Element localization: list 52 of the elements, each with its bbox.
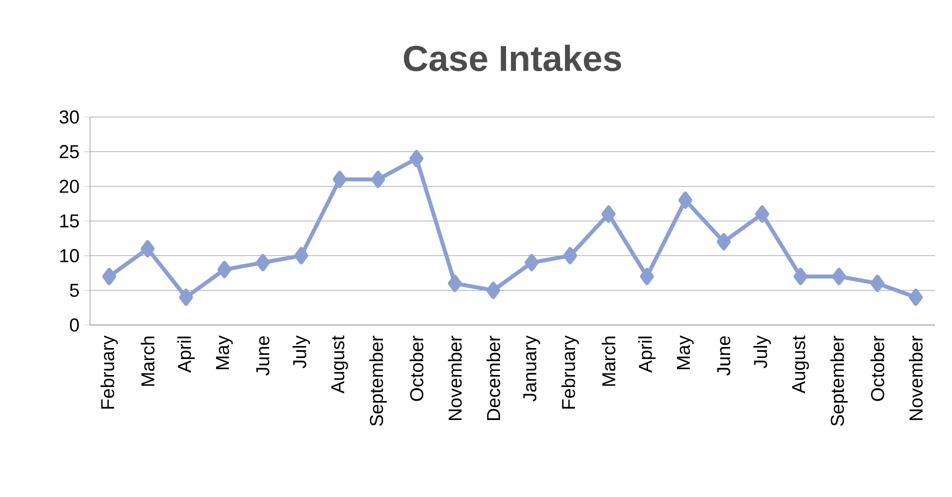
point (102, 268, 116, 286)
x-tick-label: August (331, 336, 348, 394)
point (832, 268, 846, 286)
point (448, 274, 462, 292)
x-tick-label: February (561, 335, 579, 409)
point (332, 170, 347, 188)
x-tick-label: September (369, 336, 387, 426)
x-tick-label: July (753, 335, 771, 368)
point (256, 254, 270, 272)
x-tick-label: November (448, 336, 462, 420)
point (678, 192, 692, 209)
y-tick-label: 25 (60, 145, 79, 158)
x-tick-label: March (140, 336, 154, 386)
point (179, 288, 194, 306)
point (524, 254, 539, 272)
y-tick-label: 15 (60, 214, 79, 228)
x-tick-label: April (177, 336, 195, 373)
point (486, 282, 500, 299)
point (371, 170, 386, 188)
point (908, 288, 923, 306)
x-tick-label: June (717, 336, 730, 376)
point (409, 150, 424, 168)
x-tick-label: October (870, 336, 884, 401)
point (217, 260, 232, 278)
x-tick-label: September (830, 336, 848, 426)
y-tick-label: 10 (60, 249, 79, 262)
point (716, 233, 731, 250)
y-tick-label: 0 (70, 318, 79, 332)
x-tick-label: December (486, 336, 500, 420)
point (640, 268, 654, 286)
y-tick-label: 30 (60, 110, 79, 124)
point (563, 247, 578, 264)
x-tick-label: June (256, 336, 270, 376)
chart-title: Case Intakes (404, 44, 622, 72)
x-tick-label: August (792, 336, 809, 394)
x-tick-label: April (638, 336, 656, 373)
x-tick-label: February (100, 335, 118, 409)
x-tick-label: July (292, 335, 310, 368)
x-tick-label: October (410, 336, 424, 401)
y-tick-label: 5 (70, 284, 79, 297)
point (294, 247, 308, 264)
x-tick-label: May (216, 335, 233, 370)
x-tick-label: November (908, 336, 923, 420)
point (870, 274, 884, 292)
point (140, 240, 155, 258)
y-tick-label: 20 (60, 180, 79, 193)
x-tick-label: March (602, 336, 616, 386)
point (602, 205, 616, 223)
point (755, 205, 770, 223)
x-tick-label: May (676, 335, 694, 370)
x-tick-label: January (523, 335, 540, 402)
point (794, 268, 808, 286)
